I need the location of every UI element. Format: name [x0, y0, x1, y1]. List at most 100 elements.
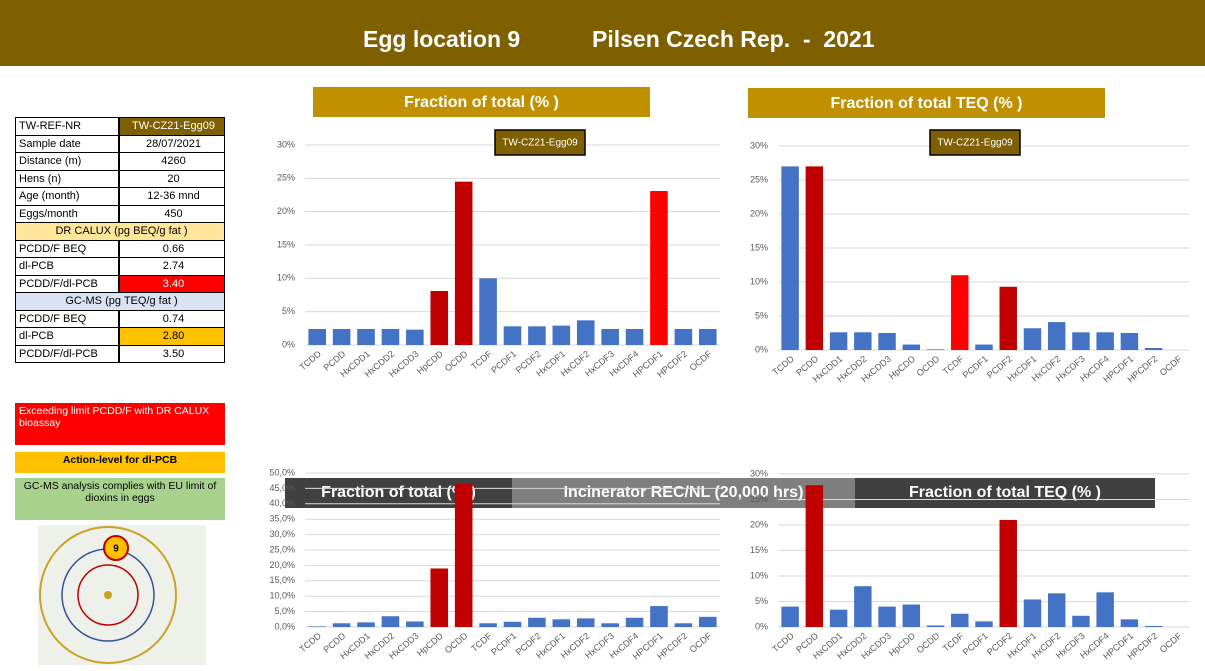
bar [1145, 348, 1162, 350]
table-cell: PCDD/F BEQ [15, 240, 119, 259]
x-tick-label: PCDF1 [489, 349, 518, 376]
x-tick-label: HxCDF4 [1078, 631, 1111, 661]
annotation: TW-CZ21-Egg09 [502, 138, 578, 149]
x-tick-label: HxCDF2 [1030, 631, 1063, 661]
y-tick-label: 0% [282, 339, 295, 349]
x-tick-label: TCDF [941, 353, 966, 376]
bar [479, 278, 497, 345]
bar [854, 586, 871, 627]
y-tick-label: 5,0% [274, 606, 295, 616]
bar [333, 329, 351, 345]
x-tick-label: HxCDF4 [608, 349, 641, 379]
chart-title-bg [313, 87, 650, 117]
x-tick-label: HPCDF2 [655, 349, 689, 380]
bar [430, 568, 448, 627]
x-tick-label: TCDD [297, 348, 323, 372]
bar [504, 622, 522, 627]
banner-left: Fraction of total (% ) [285, 478, 512, 508]
table-cell: 450 [119, 205, 225, 224]
x-tick-label: HxCDD1 [811, 354, 845, 384]
table-cell: 0.66 [119, 240, 225, 259]
bar [308, 329, 326, 345]
x-tick-label: HPCDF2 [1125, 354, 1159, 385]
table-cell: DR CALUX (pg BEQ/g fat ) [15, 222, 225, 241]
x-tick-label: HxCDD1 [338, 349, 372, 379]
bar [308, 626, 326, 627]
table-cell: GC-MS (pg TEQ/g fat ) [15, 292, 225, 311]
x-tick-label: HpCDD [415, 630, 446, 658]
table-cell: PCDD/F BEQ [15, 310, 119, 329]
bar [830, 332, 847, 350]
bar [1072, 332, 1089, 350]
x-tick-label: PCDF2 [514, 349, 543, 376]
y-tick-label: 20% [277, 206, 295, 216]
x-tick-label: HPCDF1 [631, 631, 665, 662]
x-tick-label: HxCDF3 [583, 631, 616, 661]
x-tick-label: OCDF [1158, 630, 1184, 654]
bar [675, 623, 693, 627]
y-tick-label: 0% [755, 621, 768, 631]
table-cell: 4260 [119, 152, 225, 171]
bar [1096, 332, 1113, 350]
x-tick-label: PCDF1 [961, 631, 990, 658]
y-tick-label: 5% [755, 596, 768, 606]
x-tick-label: PCDF1 [489, 631, 518, 658]
y-tick-label: 10% [277, 273, 295, 283]
y-tick-label: 0,0% [274, 621, 295, 631]
bar [699, 617, 717, 627]
x-tick-label: HxCDD3 [387, 349, 421, 379]
table-cell: dl-PCB [15, 327, 119, 346]
x-tick-label: HPCDF1 [1101, 631, 1135, 662]
bar [878, 333, 895, 350]
x-tick-label: HxCDF4 [1078, 354, 1111, 384]
chart-title-bg [748, 88, 1105, 118]
x-tick-label: TCDF [941, 630, 966, 653]
y-tick-label: 20,0% [269, 560, 295, 570]
legend-orange: Action-level for dl-PCB [15, 452, 225, 473]
x-tick-label: HxCDF1 [534, 631, 567, 661]
x-tick-label: HxCDD3 [859, 354, 893, 384]
x-tick-label: HxCDD2 [363, 631, 397, 661]
bar [1024, 599, 1041, 627]
bar [1048, 593, 1065, 627]
table-cell: 12-36 mnd [119, 187, 225, 206]
banner: Fraction of total (% ) Incinerator REC/N… [285, 478, 1155, 508]
x-tick-label: HxCDD1 [811, 631, 845, 661]
bar [1000, 287, 1017, 350]
banner-right: Fraction of total TEQ (% ) [855, 478, 1155, 508]
annotation-box [930, 130, 1020, 155]
bar [1024, 328, 1041, 350]
bar [854, 332, 871, 350]
legend-red: Exceeding limit PCDD/F with DR CALUX bio… [15, 403, 225, 445]
y-tick-label: 10% [750, 276, 768, 286]
y-tick-label: 25% [750, 174, 768, 184]
x-tick-label: PCDF1 [961, 354, 990, 381]
y-tick-label: 15,0% [269, 575, 295, 585]
x-tick-label: HPCDF2 [1125, 631, 1159, 662]
bar [601, 329, 619, 345]
bar [430, 291, 448, 345]
y-tick-label: 15% [277, 239, 295, 249]
bar [951, 275, 968, 350]
bar [830, 610, 847, 627]
table-cell: TW-CZ21-Egg09 [119, 117, 225, 136]
y-tick-label: 0% [755, 344, 768, 354]
bar [382, 329, 400, 345]
x-tick-label: HPCDF1 [1101, 354, 1135, 385]
table-cell: 28/07/2021 [119, 135, 225, 154]
x-tick-label: OCDF [688, 630, 714, 654]
table-cell: Hens (n) [15, 170, 119, 189]
x-tick-label: TCDF [469, 630, 494, 653]
bar [1096, 592, 1113, 627]
x-tick-label: HxCDD1 [338, 631, 372, 661]
bar [406, 621, 424, 627]
bar [1121, 333, 1138, 350]
x-tick-label: OCDD [443, 630, 470, 655]
x-tick-label: HxCDF1 [1005, 354, 1038, 384]
y-tick-label: 10% [750, 570, 768, 580]
x-tick-label: HPCDF2 [655, 631, 689, 662]
table-cell: PCDD/F/dl-PCB [15, 345, 119, 364]
x-tick-label: HxCDF3 [583, 349, 616, 379]
table-cell: 3.40 [119, 275, 225, 294]
bar [333, 623, 351, 627]
